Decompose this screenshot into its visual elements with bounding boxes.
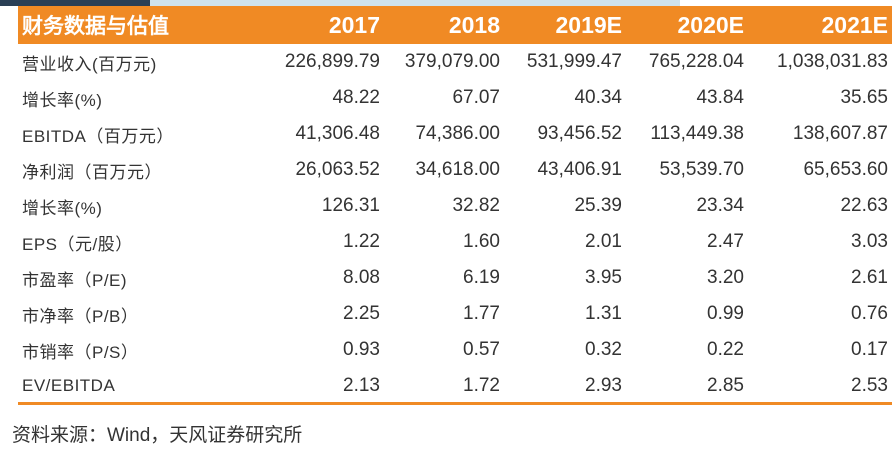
table-cell: 26,063.52: [295, 159, 380, 180]
table-cell: 53,539.70: [659, 159, 744, 180]
table-cell: 32.82: [452, 195, 500, 216]
table-cell: 2.53: [851, 375, 888, 396]
table-cell: 1.60: [463, 231, 500, 252]
table-cell: 48.22: [332, 87, 380, 108]
table-cell: 0.32: [585, 339, 622, 360]
table-bottom-rule: [18, 402, 892, 405]
table-row: EPS（元/股） 1.22 1.60 2.01 2.47 3.03: [18, 224, 892, 260]
table-row: EV/EBITDA 2.13 1.72 2.93 2.85 2.53: [18, 368, 892, 404]
table-cell: 126.31: [321, 195, 380, 216]
table-cell: 2.85: [707, 375, 744, 396]
header-year-2017: 2017: [328, 11, 380, 38]
row-label: EV/EBITDA: [22, 376, 116, 395]
table-cell: 2.25: [343, 303, 380, 324]
table-cell: 1,038,031.83: [777, 51, 888, 72]
row-label: 营业收入(百万元): [22, 54, 157, 74]
table-cell: 2.47: [707, 231, 744, 252]
row-label: 市净率（P/B）: [22, 306, 139, 326]
table-header: 财务数据与估值 2017 2018 2019E 2020E 2021E: [18, 6, 892, 44]
table-row: 增长率(%) 48.22 67.07 40.34 43.84 35.65: [18, 80, 892, 116]
table-cell: 3.95: [585, 267, 622, 288]
table-cell: 765,228.04: [648, 51, 744, 72]
row-label: 市销率（P/S）: [22, 342, 139, 362]
table-cell: 74,386.00: [415, 123, 500, 144]
table-cell: 2.61: [851, 267, 888, 288]
table-cell: 0.57: [463, 339, 500, 360]
table-cell: 35.65: [840, 87, 888, 108]
source-note: 资料来源：Wind，天风证券研究所: [12, 425, 303, 446]
row-label: 增长率(%): [22, 198, 103, 218]
header-row: 财务数据与估值 2017 2018 2019E 2020E 2021E: [18, 6, 892, 44]
table-cell: 65,653.60: [803, 159, 888, 180]
table-cell: 0.93: [343, 339, 380, 360]
table-cell: 113,449.38: [650, 123, 744, 144]
table-cell: 2.93: [585, 375, 622, 396]
table-row: 市净率（P/B） 2.25 1.77 1.31 0.99 0.76: [18, 296, 892, 332]
row-label: EBITDA（百万元）: [22, 126, 174, 146]
table-row: EBITDA（百万元） 41,306.48 74,386.00 93,456.5…: [18, 116, 892, 152]
table-cell: 41,306.48: [295, 123, 380, 144]
table-cell: 93,456.52: [537, 123, 622, 144]
table-cell: 22.63: [840, 195, 888, 216]
row-label: EPS（元/股）: [22, 234, 133, 254]
cropped-title-marker: [0, 0, 150, 6]
table-cell: 379,079.00: [404, 51, 500, 72]
table-cell: 0.76: [851, 303, 888, 324]
table-row: 市销率（P/S） 0.93 0.57 0.32 0.22 0.17: [18, 332, 892, 368]
row-label: 净利润（百万元）: [22, 162, 162, 182]
table-row: 市盈率（P/E) 8.08 6.19 3.95 3.20 2.61: [18, 260, 892, 296]
table-cell: 2.13: [343, 375, 380, 396]
table-cell: 1.72: [463, 375, 500, 396]
table-cell: 67.07: [452, 87, 500, 108]
table-cell: 2.01: [585, 231, 622, 252]
header-label: 财务数据与估值: [22, 15, 169, 38]
table-cell: 531,999.47: [526, 51, 622, 72]
table-row: 净利润（百万元） 26,063.52 34,618.00 43,406.91 5…: [18, 152, 892, 188]
table-cell: 23.34: [696, 195, 744, 216]
financial-valuation-table: 财务数据与估值 2017 2018 2019E 2020E 2021E 营业收入…: [18, 6, 892, 404]
table-cell: 1.31: [585, 303, 622, 324]
row-label: 增长率(%): [22, 90, 103, 110]
table-cell: 0.99: [707, 303, 744, 324]
table-cell: 8.08: [343, 267, 380, 288]
table-cell: 6.19: [463, 267, 500, 288]
table-cell: 0.22: [707, 339, 744, 360]
table-cell: 43,406.91: [537, 159, 622, 180]
table-cell: 40.34: [574, 87, 622, 108]
table-body: 营业收入(百万元) 226,899.79 379,079.00 531,999.…: [18, 44, 892, 404]
table-cell: 226,899.79: [284, 51, 380, 72]
table-cell: 3.20: [707, 267, 744, 288]
table-cell: 0.17: [851, 339, 888, 360]
table-cell: 43.84: [696, 87, 744, 108]
row-label: 市盈率（P/E): [22, 270, 128, 290]
table-cell: 34,618.00: [415, 159, 500, 180]
table-row: 增长率(%) 126.31 32.82 25.39 23.34 22.63: [18, 188, 892, 224]
table-cell: 25.39: [574, 195, 622, 216]
header-year-2019e: 2019E: [555, 11, 622, 38]
table-cell: 1.22: [343, 231, 380, 252]
table-cell: 1.77: [463, 303, 500, 324]
header-year-2018: 2018: [448, 11, 500, 38]
table-cell: 3.03: [851, 231, 888, 252]
table-row: 营业收入(百万元) 226,899.79 379,079.00 531,999.…: [18, 44, 892, 80]
table-cell: 138,607.87: [792, 123, 888, 144]
cropped-title-strip: [0, 0, 680, 6]
header-year-2021e: 2021E: [821, 11, 888, 38]
header-year-2020e: 2020E: [677, 11, 744, 38]
